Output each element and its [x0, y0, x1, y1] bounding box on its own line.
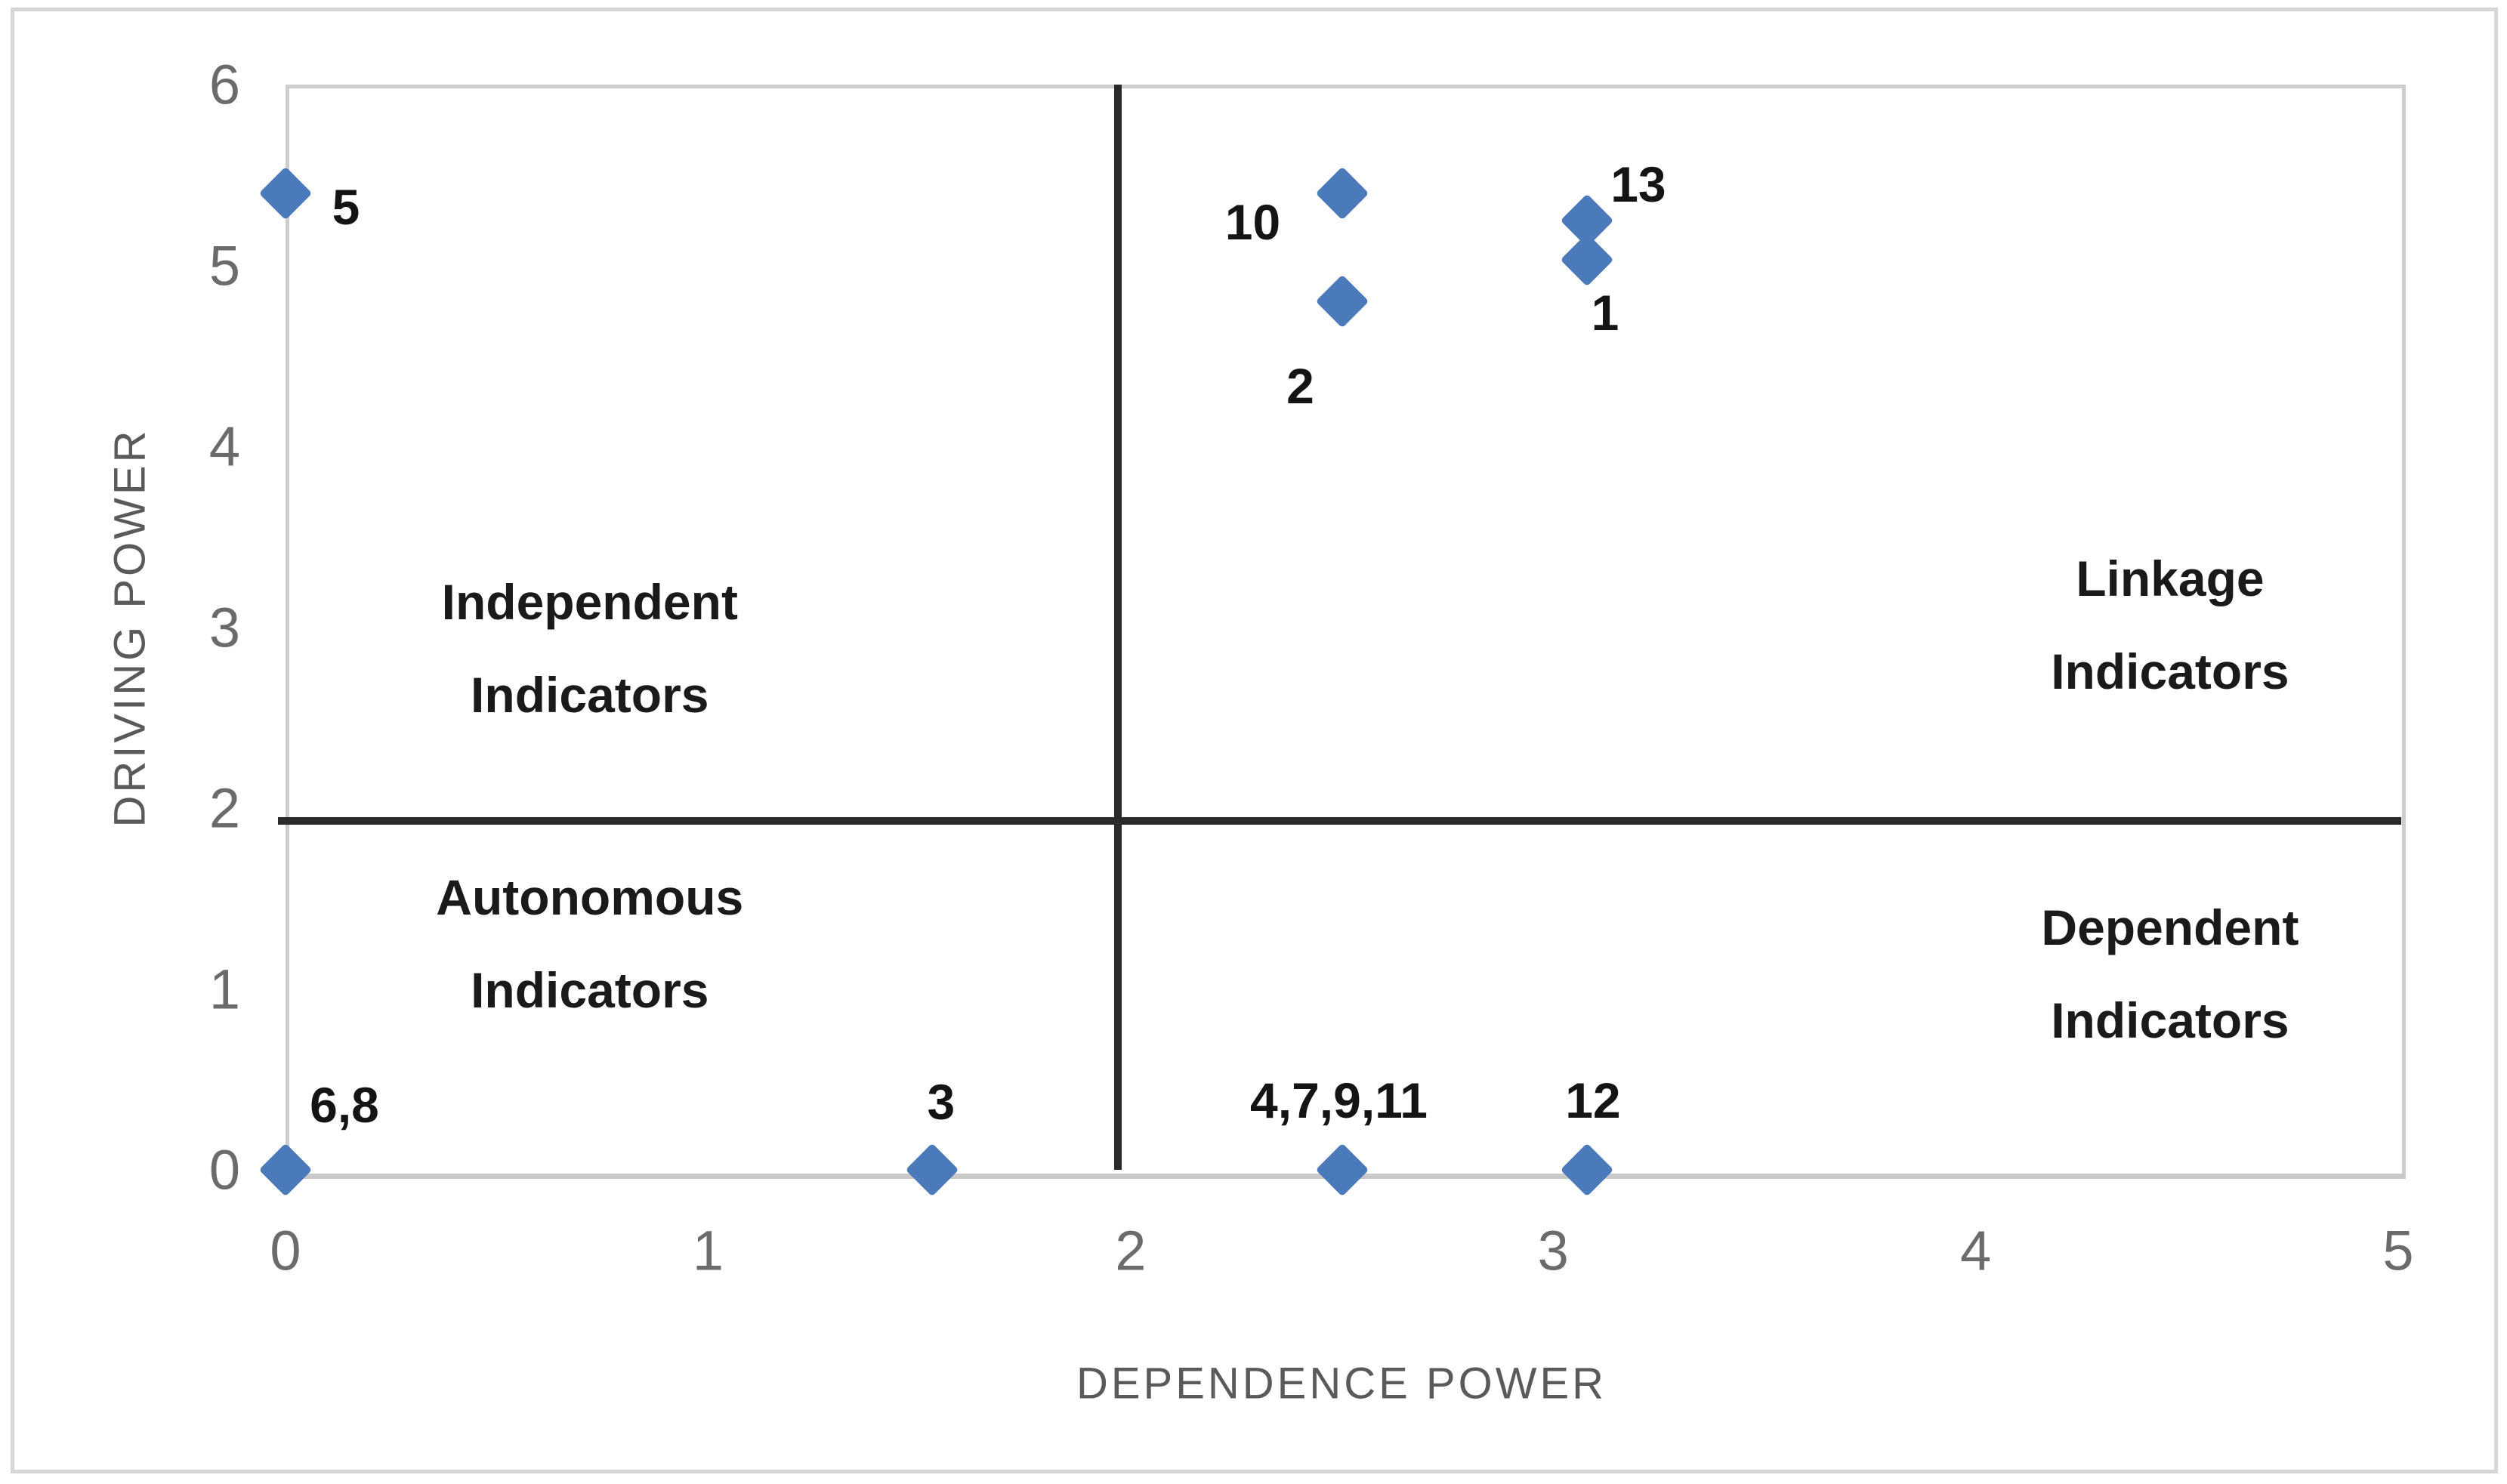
quadrant-divider-horizontal [278, 816, 2401, 825]
data-point-label: 2 [1286, 358, 1314, 415]
data-point-label: 6,8 [310, 1077, 379, 1133]
x-tick-label: 4 [1960, 1219, 1992, 1282]
x-tick-label: 1 [692, 1219, 724, 1282]
data-point-label: 12 [1565, 1072, 1621, 1128]
x-tick-label: 0 [270, 1219, 301, 1282]
x-tick-label: 5 [2382, 1219, 2414, 1282]
quadrant-label-dependent: Dependent Indicators [2041, 881, 2299, 1067]
x-tick-label: 3 [1537, 1219, 1569, 1282]
quadrant-label-line: Dependent [2041, 899, 2299, 956]
y-tick-label: 2 [208, 776, 240, 840]
y-tick-label: 3 [208, 596, 240, 659]
data-point-label: 4,7,9,11 [1250, 1072, 1428, 1128]
quadrant-label-line: Indicators [471, 667, 709, 723]
quadrant-label-independent: Independent Indicators [442, 556, 738, 742]
data-point-label: 13 [1610, 156, 1666, 212]
x-tick-label: 2 [1115, 1219, 1147, 1282]
quadrant-label-line: Independent [441, 574, 738, 631]
quadrant-label-line: Indicators [2051, 992, 2289, 1049]
y-tick-label: 6 [208, 53, 240, 116]
figure-border [11, 8, 2498, 1473]
quadrant-divider-vertical [1114, 85, 1122, 1170]
y-tick-label: 5 [208, 234, 240, 297]
quadrant-label-line: Autonomous [436, 868, 744, 925]
y-tick-label: 4 [208, 415, 240, 478]
data-point-label: 3 [927, 1074, 956, 1130]
data-point-label: 10 [1224, 193, 1281, 250]
y-tick-label: 1 [208, 958, 240, 1020]
data-point-label: 1 [1591, 285, 1619, 341]
y-axis-title: DRIVING POWER [105, 427, 155, 828]
quadrant-label-autonomous: Autonomous Indicators [436, 851, 743, 1037]
quadrant-label-linkage: Linkage Indicators [2051, 532, 2289, 718]
y-tick-label: 0 [208, 1138, 240, 1202]
quadrant-label-line: Linkage [2076, 551, 2265, 607]
data-point-label: 5 [332, 178, 360, 235]
quadrant-label-line: Indicators [471, 961, 709, 1018]
quadrant-label-line: Indicators [2051, 643, 2289, 700]
x-axis-title: DEPENDENCE POWER [1076, 1359, 1607, 1408]
